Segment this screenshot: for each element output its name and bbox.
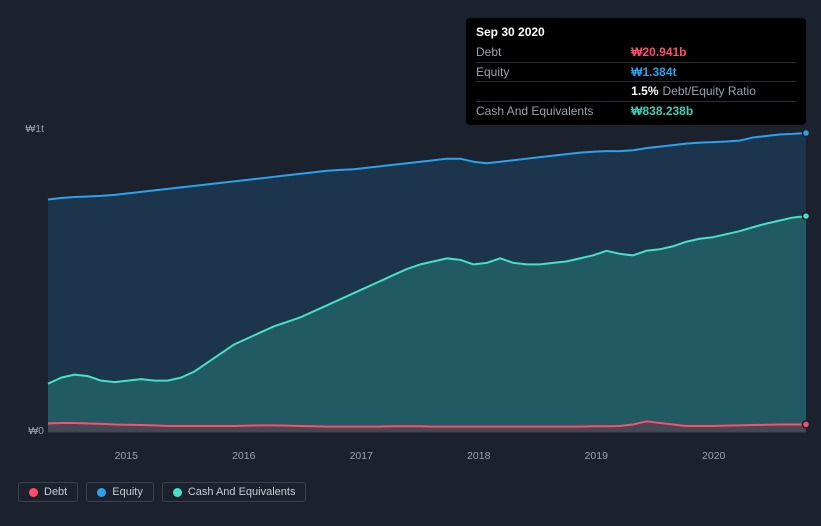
legend-swatch <box>29 488 38 497</box>
legend-swatch <box>173 488 182 497</box>
cash-end-marker <box>803 213 810 220</box>
x-tick-label: 2015 <box>115 450 138 462</box>
chart-container: Sep 30 2020 Debt₩20.941bEquity₩1.384t1.5… <box>0 0 821 526</box>
legend-label: Equity <box>112 486 143 498</box>
tooltip-table: Debt₩20.941bEquity₩1.384t1.5%Debt/Equity… <box>476 43 796 121</box>
y-tick-label: ₩0 <box>28 425 44 437</box>
debt-end-marker <box>803 421 810 428</box>
x-tick-label: 2018 <box>467 450 490 462</box>
tooltip-row-value: ₩1.384t <box>631 62 796 82</box>
tooltip-row-label: Equity <box>476 62 631 82</box>
tooltip-row: Equity₩1.384t <box>476 62 796 82</box>
tooltip-date: Sep 30 2020 <box>476 24 796 41</box>
tooltip-row-label <box>476 82 631 102</box>
x-tick-label: 2020 <box>702 450 725 462</box>
x-tick-label: 2019 <box>585 450 608 462</box>
tooltip-row: 1.5%Debt/Equity Ratio <box>476 82 796 102</box>
x-tick-label: 2017 <box>350 450 373 462</box>
legend: Debt Equity Cash And Equivalents <box>18 482 306 502</box>
tooltip-row: Cash And Equivalents₩838.238b <box>476 102 796 121</box>
tooltip: Sep 30 2020 Debt₩20.941bEquity₩1.384t1.5… <box>466 18 806 125</box>
tooltip-row-value: ₩20.941b <box>631 43 796 62</box>
equity-end-marker <box>803 130 810 137</box>
legend-label: Debt <box>44 486 67 498</box>
legend-label: Cash And Equivalents <box>188 486 296 498</box>
x-tick-label: 2016 <box>232 450 255 462</box>
legend-item-equity[interactable]: Equity <box>86 482 154 502</box>
tooltip-row: Debt₩20.941b <box>476 43 796 62</box>
tooltip-row-value: ₩838.238b <box>631 102 796 121</box>
legend-swatch <box>97 488 106 497</box>
y-tick-label: ₩1t <box>25 123 44 135</box>
tooltip-row-value: 1.5%Debt/Equity Ratio <box>631 82 796 102</box>
legend-item-cash[interactable]: Cash And Equivalents <box>162 482 307 502</box>
tooltip-row-label: Debt <box>476 43 631 62</box>
tooltip-row-label: Cash And Equivalents <box>476 102 631 121</box>
legend-item-debt[interactable]: Debt <box>18 482 78 502</box>
tooltip-row-suffix: Debt/Equity Ratio <box>663 84 756 98</box>
